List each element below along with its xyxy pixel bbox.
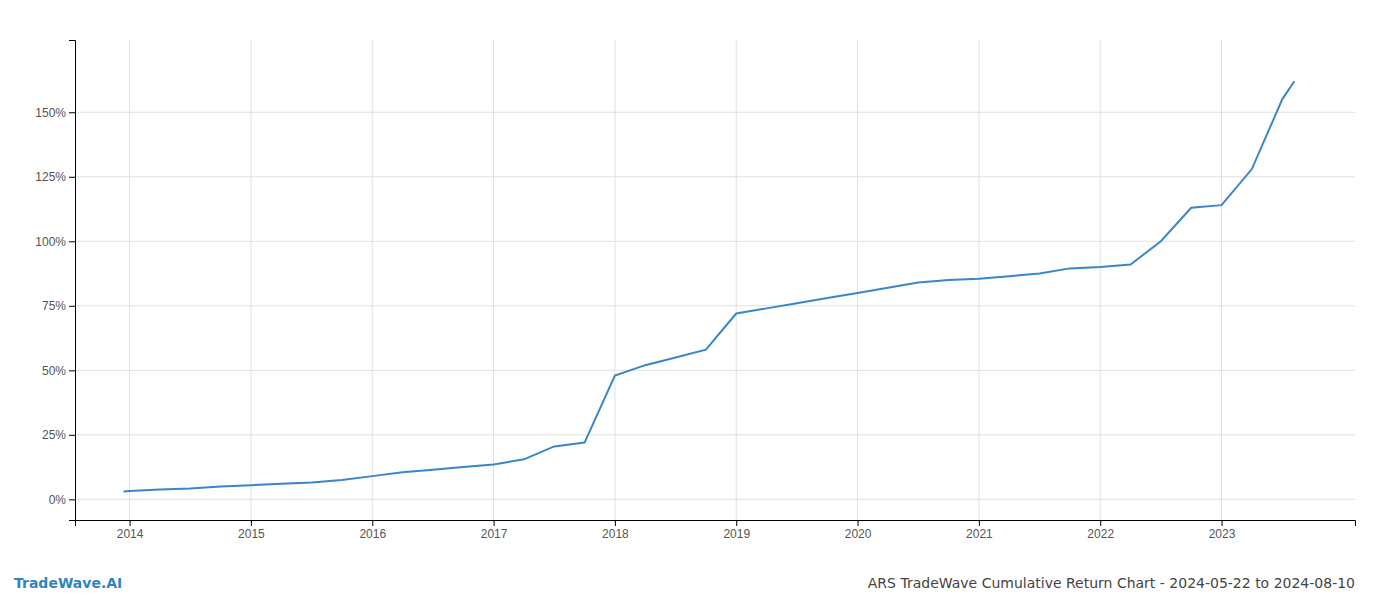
data-line [124,81,1295,491]
x-tick: 2020 [845,520,872,541]
y-axis: 0% 25% 50% 75% 100% 125% 150% [35,41,75,521]
x-tick-label: 2021 [966,527,993,541]
x-tick: 2021 [966,520,993,541]
y-tick-label: 150% [35,106,66,120]
y-tick-label: 50% [42,364,66,378]
x-tick: 2015 [238,520,265,541]
y-tick-label: 0% [49,493,67,507]
grid-line-x [857,40,858,520]
y-tick: 150% [35,106,75,120]
grid-line-y [75,241,1355,242]
grid-line-x [1100,40,1101,520]
y-tick-label: 100% [35,235,66,249]
y-tick-mark [69,435,75,436]
x-tick: 2014 [117,520,144,541]
y-tick: 0% [49,493,75,507]
y-tick-mark [69,306,75,307]
chart: 2014 2015 2016 2017 2018 2019 2020 2021 2022 2023… [0,0,1400,600]
y-tick: 125% [35,170,75,184]
x-tick-mark [858,520,859,526]
x-tick-label: 2022 [1087,527,1114,541]
grid-line-x [372,40,373,520]
y-tick: 25% [42,428,75,442]
x-tick: 2016 [359,520,386,541]
x-tick: 2017 [481,520,508,541]
x-tick-label: 2023 [1209,527,1236,541]
y-tick-label: 75% [42,299,66,313]
grid [75,40,1355,520]
grid-line-x [129,40,130,520]
x-tick-label: 2015 [238,527,265,541]
x-tick-mark [251,520,252,526]
y-tick-mark [69,499,75,500]
x-axis-line [76,521,1356,527]
x-tick-mark [372,520,373,526]
x-tick-mark [979,520,980,526]
x-tick: 2022 [1087,520,1114,541]
grid-line-y [75,176,1355,177]
y-tick-mark [69,177,75,178]
watermark: TradeWave.AI [14,575,122,591]
x-tick-label: 2014 [117,527,144,541]
y-axis-line [69,41,76,521]
plot-area [124,81,1295,491]
grid-line-y [75,434,1355,435]
x-tick-mark [736,520,737,526]
x-tick: 2023 [1209,520,1236,541]
y-tick-mark [69,241,75,242]
y-tick-label: 125% [35,170,66,184]
grid-line-x [1221,40,1222,520]
title: ARS TradeWave Cumulative Return Chart - … [868,575,1355,591]
grid-line-y [75,305,1355,306]
y-tick: 50% [42,364,75,378]
x-tick-mark [1100,520,1101,526]
x-tick-label: 2019 [723,527,750,541]
grid-line-x [978,40,979,520]
grid-line-x [250,40,251,520]
grid-line-x [736,40,737,520]
x-tick-mark [494,520,495,526]
x-axis: 2014 2015 2016 2017 2018 2019 2020 2021 2022 2023 [76,520,1356,541]
x-tick-mark [1222,520,1223,526]
grid-line-x [614,40,615,520]
grid-line-y [75,112,1355,113]
grid-line-y [75,370,1355,371]
x-tick-mark [615,520,616,526]
x-tick-label: 2020 [845,527,872,541]
x-tick: 2019 [723,520,750,541]
x-tick-mark [130,520,131,526]
grid-line-y [75,499,1355,500]
x-tick-label: 2018 [602,527,629,541]
y-tick-mark [69,112,75,113]
y-tick: 75% [42,299,75,313]
y-tick-label: 25% [42,428,66,442]
grid-line-x [493,40,494,520]
x-tick: 2018 [602,520,629,541]
x-tick-label: 2016 [359,527,386,541]
x-tick-label: 2017 [481,527,508,541]
y-tick-mark [69,370,75,371]
y-tick: 100% [35,235,75,249]
